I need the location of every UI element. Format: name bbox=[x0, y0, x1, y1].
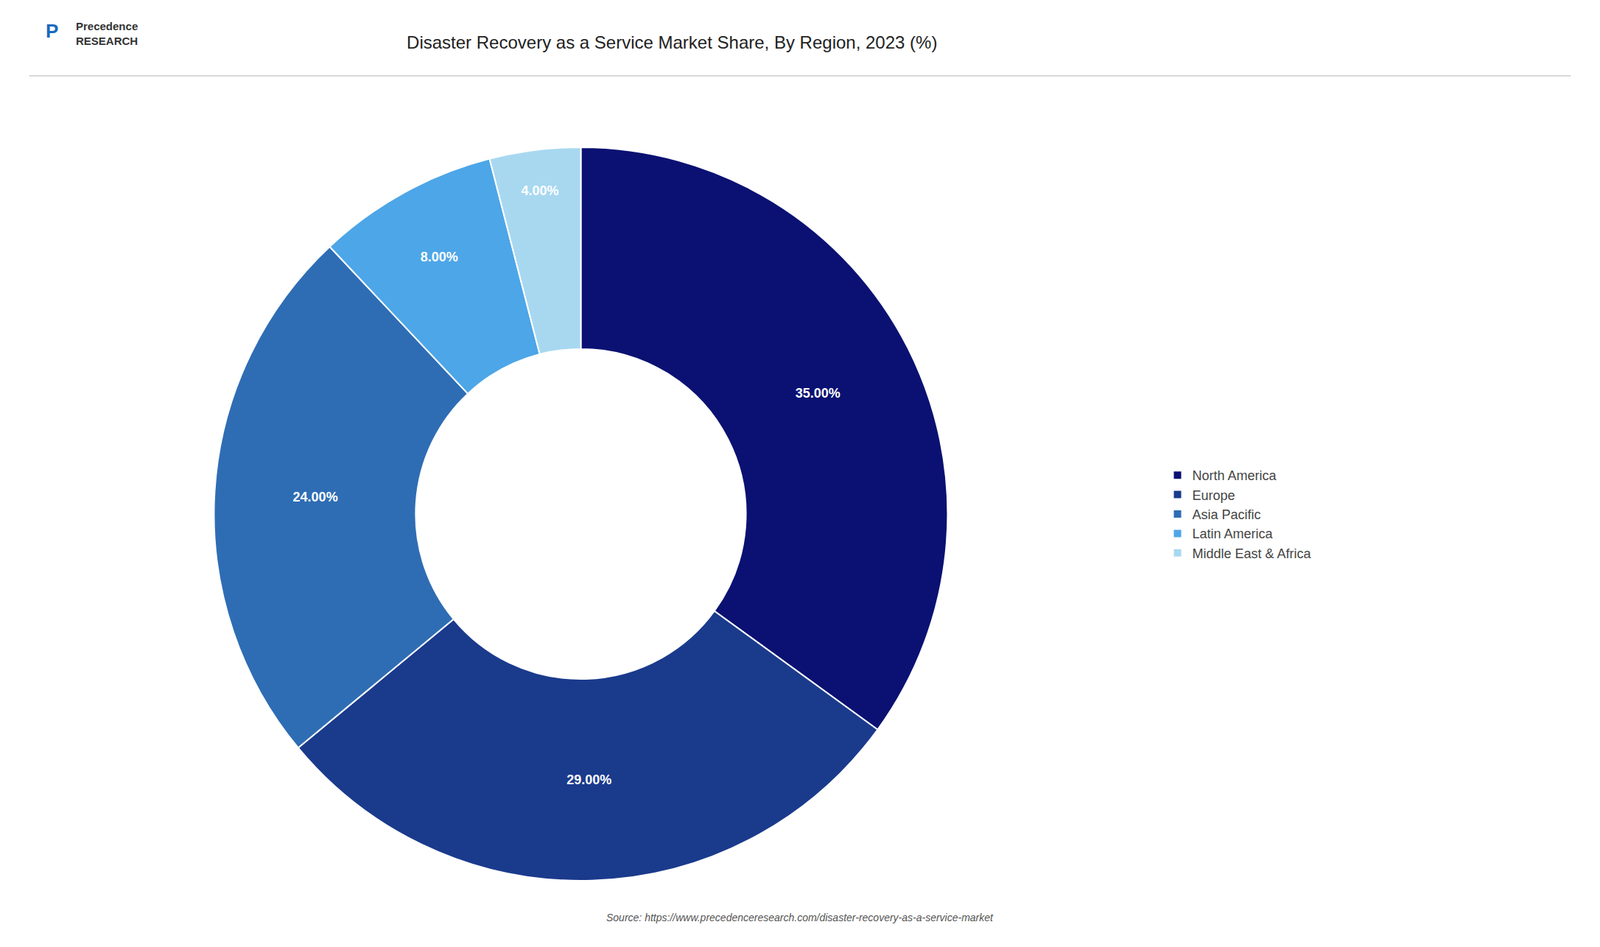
svg-text:North America: North America bbox=[1191, 468, 1277, 484]
svg-text:35.00%: 35.00% bbox=[795, 386, 841, 401]
svg-text:P: P bbox=[45, 19, 59, 42]
svg-text:Source: https://www.precedence: Source: https://www.precedenceresearch.c… bbox=[606, 911, 994, 924]
svg-text:4.00%: 4.00% bbox=[520, 183, 559, 199]
svg-text:Middle East & Africa: Middle East & Africa bbox=[1191, 546, 1312, 562]
svg-text:PrecedenceRESEARCH: PrecedenceRESEARCH bbox=[75, 19, 138, 48]
svg-text:8.00%: 8.00% bbox=[420, 249, 459, 265]
svg-text:Disaster Recovery as a Service: Disaster Recovery as a Service Market Sh… bbox=[406, 32, 938, 53]
svg-text:Asia Pacific: Asia Pacific bbox=[1191, 507, 1261, 523]
svg-text:Europe: Europe bbox=[1191, 488, 1235, 504]
svg-text:Latin America: Latin America bbox=[1191, 526, 1273, 542]
svg-text:29.00%: 29.00% bbox=[566, 772, 612, 788]
svg-text:24.00%: 24.00% bbox=[293, 489, 339, 505]
